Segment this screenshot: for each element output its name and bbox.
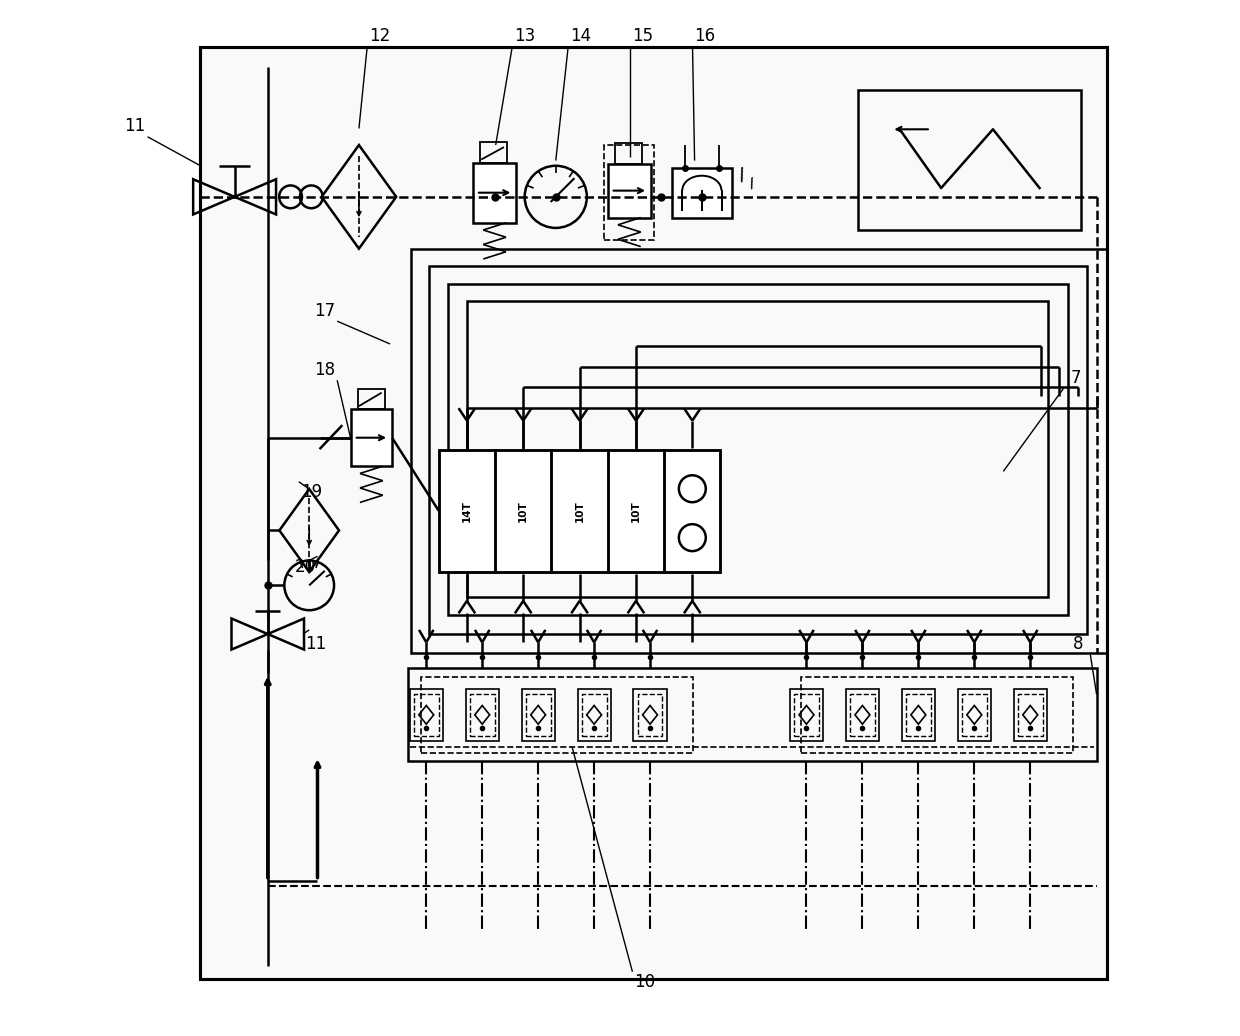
Text: 10T: 10T bbox=[631, 500, 641, 521]
Bar bbox=[634, 689, 667, 741]
Text: 18: 18 bbox=[314, 361, 335, 379]
Text: 8: 8 bbox=[1073, 635, 1084, 654]
Bar bbox=[637, 694, 662, 736]
Bar bbox=[526, 694, 551, 736]
Bar bbox=[858, 90, 1081, 230]
Bar bbox=[429, 266, 1087, 634]
Bar bbox=[790, 689, 823, 741]
Bar bbox=[1018, 694, 1043, 736]
Bar bbox=[901, 689, 935, 741]
Bar bbox=[552, 450, 608, 572]
Bar bbox=[962, 694, 987, 736]
Bar bbox=[672, 168, 732, 218]
Bar bbox=[409, 689, 443, 741]
Bar bbox=[495, 450, 552, 572]
Bar bbox=[578, 689, 610, 741]
Text: 7: 7 bbox=[1070, 369, 1081, 387]
Bar bbox=[615, 143, 642, 164]
Text: 12: 12 bbox=[370, 27, 391, 46]
Bar bbox=[849, 694, 875, 736]
Bar bbox=[480, 142, 507, 163]
Bar bbox=[358, 388, 384, 409]
Bar bbox=[439, 450, 720, 572]
Bar bbox=[906, 694, 931, 736]
Bar bbox=[351, 409, 392, 466]
Text: 10T: 10T bbox=[574, 500, 584, 521]
Bar bbox=[466, 689, 498, 741]
Text: 11: 11 bbox=[124, 117, 146, 136]
Bar bbox=[1013, 689, 1047, 741]
Text: 17: 17 bbox=[314, 301, 335, 320]
Bar bbox=[846, 689, 879, 741]
Bar bbox=[410, 249, 1107, 653]
Bar bbox=[665, 450, 720, 572]
Bar bbox=[801, 677, 1073, 753]
Text: 11: 11 bbox=[305, 635, 326, 654]
Bar bbox=[408, 668, 1096, 761]
Text: /: / bbox=[737, 166, 748, 184]
Bar bbox=[522, 689, 554, 741]
Text: 10T: 10T bbox=[518, 500, 528, 521]
Text: /: / bbox=[748, 176, 756, 191]
Text: 16: 16 bbox=[694, 27, 715, 46]
Bar bbox=[466, 301, 1048, 597]
Bar bbox=[422, 677, 692, 753]
Bar bbox=[448, 284, 1068, 615]
Bar bbox=[201, 47, 1107, 979]
Bar bbox=[957, 689, 991, 741]
Text: 13: 13 bbox=[515, 27, 536, 46]
Bar bbox=[414, 694, 439, 736]
Text: 10: 10 bbox=[635, 973, 656, 991]
Bar bbox=[582, 694, 606, 736]
Bar bbox=[201, 47, 1107, 979]
Bar bbox=[470, 694, 495, 736]
Text: 15: 15 bbox=[632, 27, 653, 46]
Bar bbox=[608, 164, 651, 218]
Text: 19: 19 bbox=[301, 483, 322, 501]
Bar bbox=[794, 694, 818, 736]
Text: 14T: 14T bbox=[461, 499, 472, 522]
Text: 14: 14 bbox=[570, 27, 591, 46]
Text: 20: 20 bbox=[294, 557, 316, 576]
Bar bbox=[439, 450, 495, 572]
Bar bbox=[472, 163, 516, 223]
Bar bbox=[608, 450, 665, 572]
Bar bbox=[604, 145, 655, 240]
